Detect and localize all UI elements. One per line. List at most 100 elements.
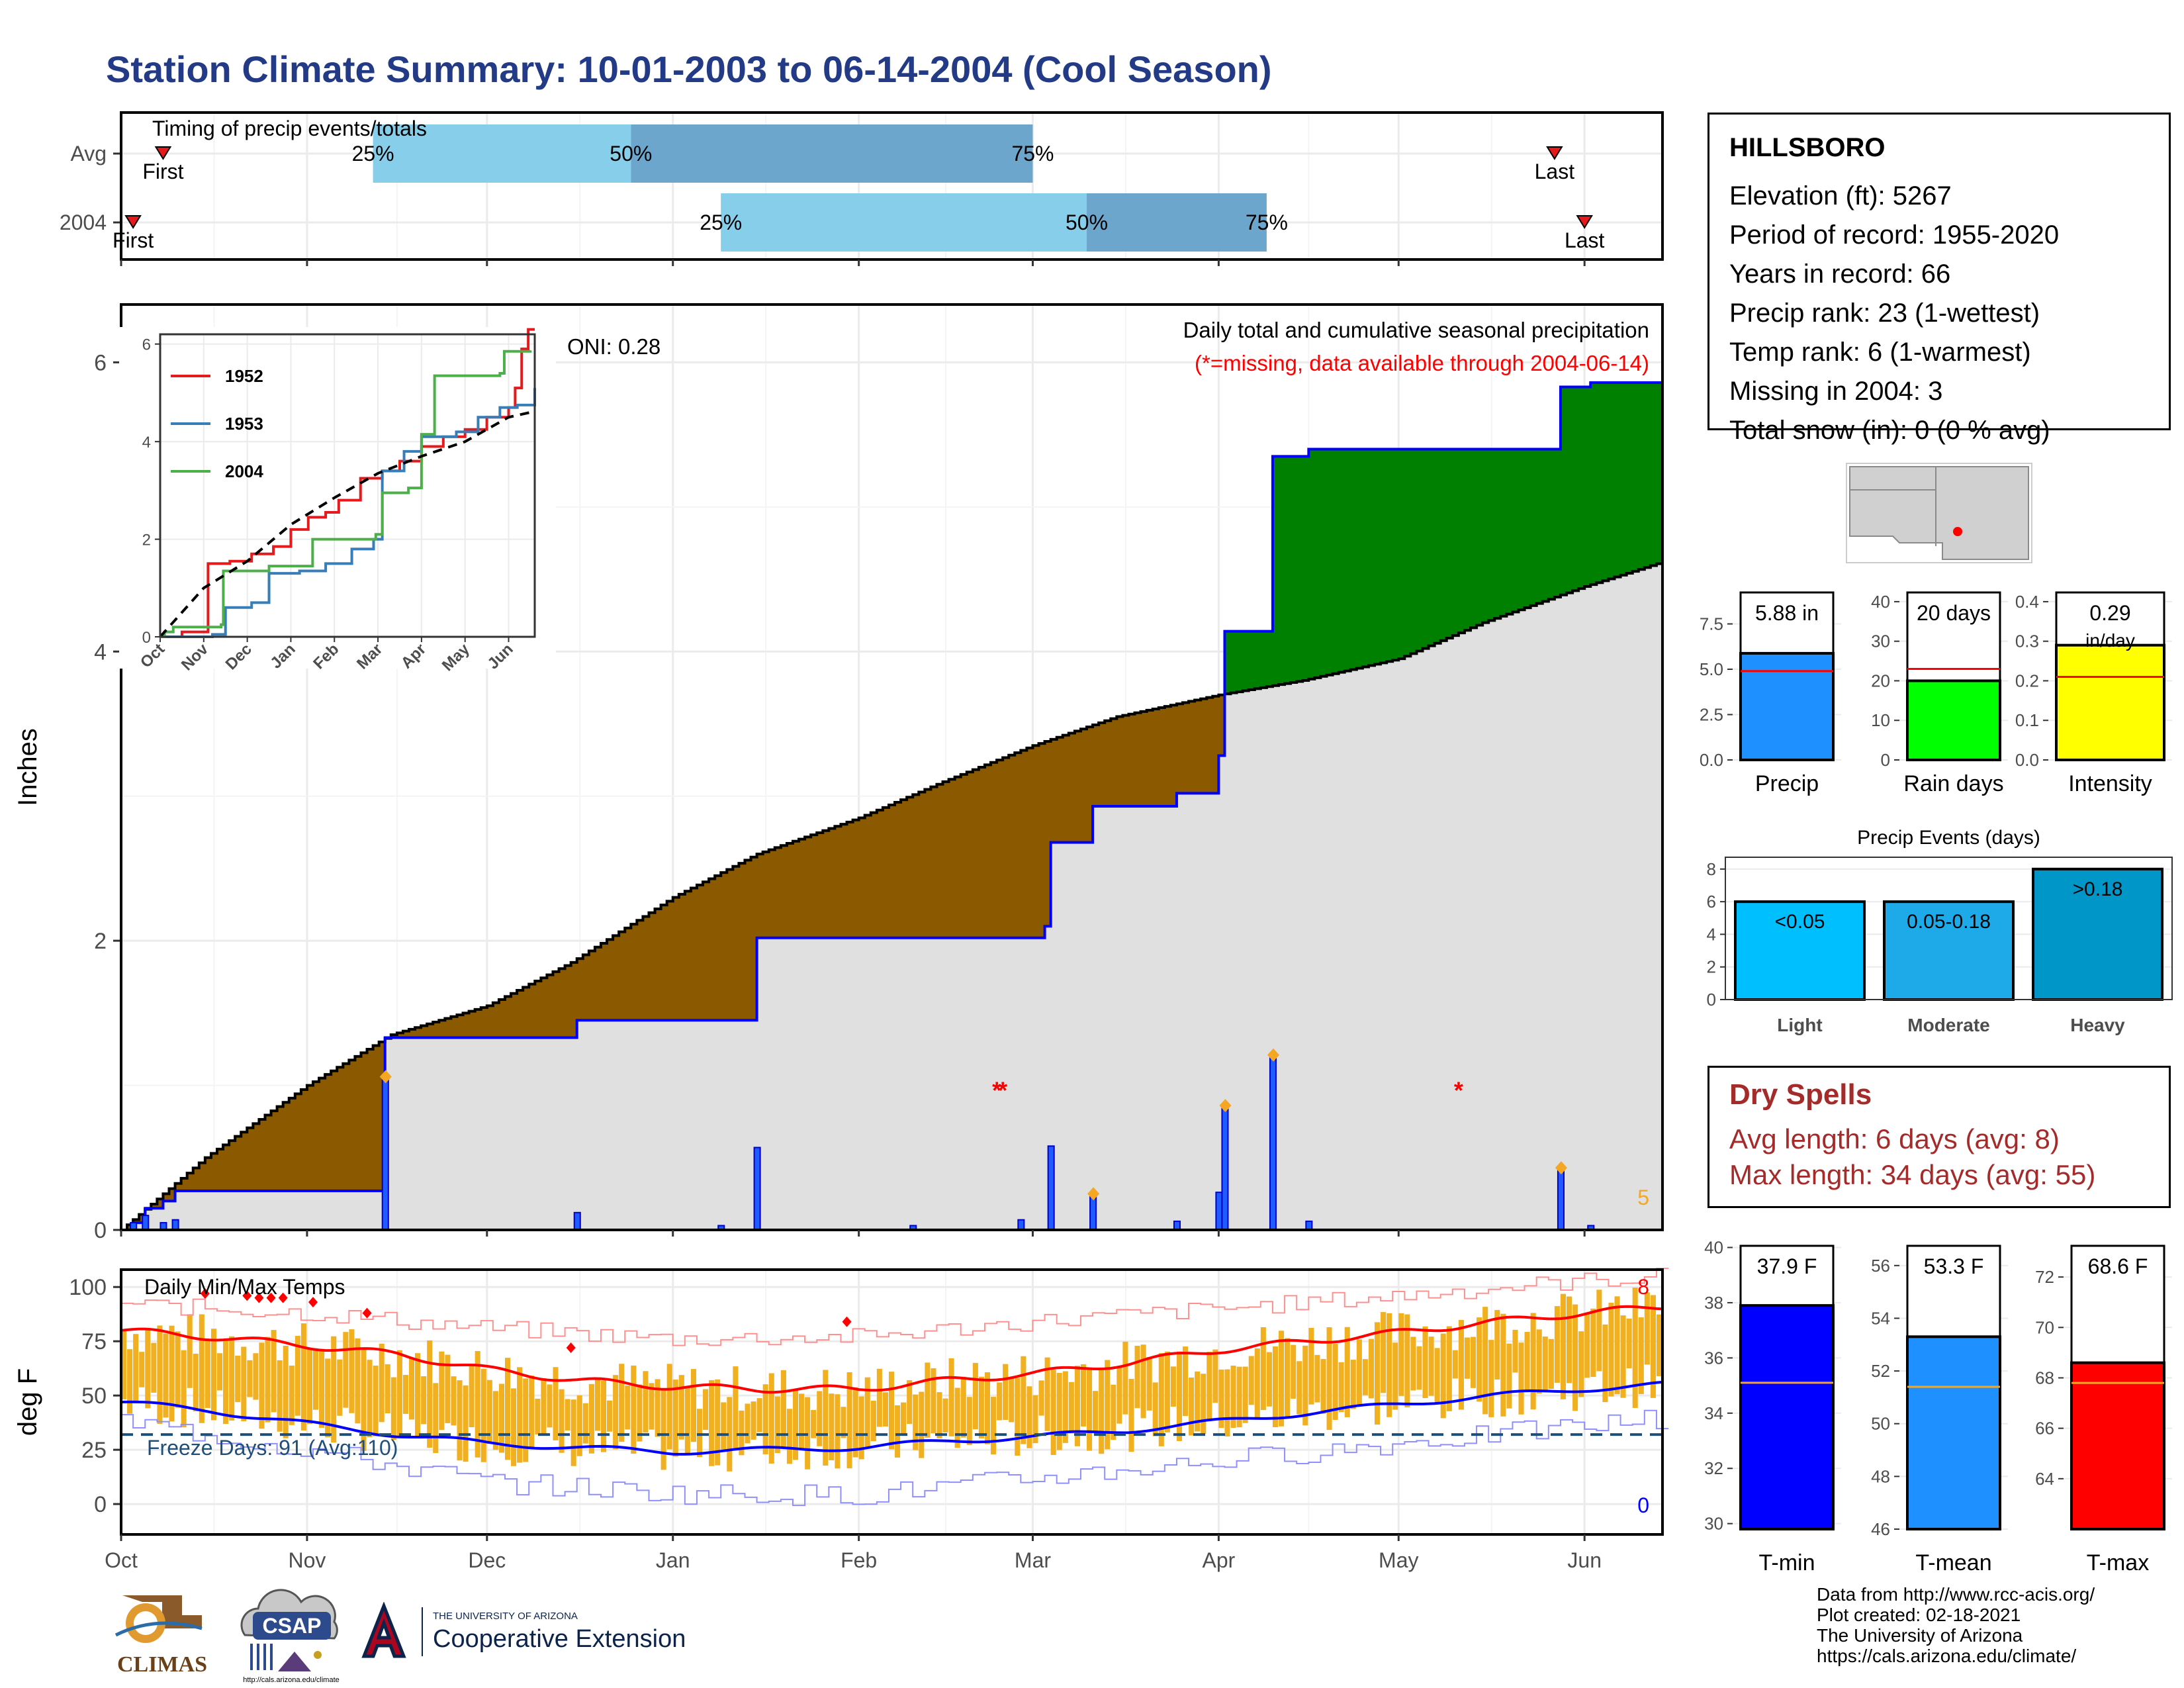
daily-temp-bar — [1440, 1333, 1446, 1419]
climas-wordmark: CLIMAS — [117, 1652, 207, 1677]
above-average-fill — [145, 382, 1662, 1209]
missing-data-marker: * — [998, 1077, 1007, 1104]
daily-temp-bar — [1626, 1318, 1632, 1369]
timing-p50-label: 50% — [1066, 211, 1108, 234]
daily-temp-bar — [1320, 1359, 1326, 1414]
daily-temp-bar — [841, 1407, 846, 1438]
daily-temp-bar — [337, 1359, 343, 1416]
climas-logo: CLIMAS — [114, 1595, 207, 1677]
precip-total-value-bar — [1739, 651, 1835, 761]
daily-precip-bar — [753, 1147, 761, 1231]
daily-temp-bar — [349, 1329, 355, 1413]
y-tick-label: 68 — [2035, 1368, 2054, 1387]
y-tick-label: 54 — [1871, 1308, 1890, 1328]
daily-temp-bar — [199, 1314, 205, 1423]
daily-temp-bar — [1494, 1309, 1500, 1380]
daily-temp-bar — [666, 1364, 672, 1450]
timing-last-label: Last — [1565, 228, 1605, 252]
daily-temp-bar — [649, 1383, 655, 1430]
daily-temp-bar — [1434, 1348, 1440, 1403]
precip-events-category: Light — [1777, 1015, 1822, 1035]
daily-temp-bar — [265, 1336, 271, 1423]
station-location-marker — [1953, 527, 1962, 536]
temp-tmin-value-bar — [1739, 1304, 1835, 1530]
credit-line: Data from http://www.rcc-acis.org/ — [1817, 1584, 2095, 1605]
daily-temp-bar — [1458, 1319, 1464, 1410]
daily-temp-bar — [805, 1397, 811, 1470]
station-info-line: Precip rank: 23 (1-wettest) — [1729, 299, 2040, 328]
y-tick-label: 56 — [1871, 1256, 1890, 1276]
daily-temp-bar — [235, 1355, 241, 1403]
daily-temp-bar — [756, 1398, 762, 1432]
credit-line: Plot created: 02-18-2021 — [1817, 1605, 2021, 1625]
daily-temp-bar — [1212, 1349, 1218, 1403]
daily-temp-bar — [1542, 1336, 1548, 1393]
daily-temp-bar — [1279, 1331, 1285, 1427]
daily-temp-bar — [133, 1334, 139, 1403]
record-precip-marker — [1267, 1048, 1279, 1062]
daily-temp-bar — [127, 1349, 133, 1414]
daily-temp-bar — [451, 1376, 457, 1426]
season-cumulative-line — [121, 381, 1662, 1231]
daily-temp-bar — [936, 1392, 942, 1438]
daily-temp-bar — [529, 1376, 535, 1449]
daily-temp-bar — [1164, 1351, 1170, 1432]
precip-panel-border — [120, 303, 1664, 1231]
daily-temp-bar — [1224, 1369, 1230, 1436]
daily-temp-bar — [1308, 1327, 1314, 1405]
record-high-marker — [266, 1292, 276, 1303]
daily-temp-bar — [486, 1380, 492, 1444]
daily-temp-bar — [1602, 1324, 1608, 1403]
timing-first-marker — [124, 215, 142, 229]
daily-temp-bar — [1093, 1391, 1099, 1434]
daily-temp-bar — [966, 1397, 972, 1445]
y-tick-label: 5.0 — [1700, 659, 1723, 679]
daily-temp-bar — [1291, 1344, 1297, 1399]
x-tick-label: Dec — [468, 1548, 506, 1572]
y-tick-label: 0 — [1881, 750, 1890, 770]
daily-temp-bar — [858, 1396, 864, 1460]
daily-temp-bar — [1548, 1338, 1554, 1389]
timing-row-label: 2004 — [60, 211, 107, 234]
daily-temp-bar — [229, 1336, 235, 1421]
daily-temp-bar — [1410, 1336, 1416, 1391]
ua-cooperative-extension: Cooperative Extension — [433, 1625, 686, 1653]
timing-first-marker — [154, 146, 172, 160]
timing-bar-50-75 — [1087, 193, 1267, 252]
daily-temp-bar — [216, 1353, 223, 1391]
daily-temp-bar — [415, 1353, 421, 1438]
record-high-marker — [362, 1307, 372, 1319]
y-tick-label: 72 — [2035, 1267, 2054, 1287]
y-tick-label: 38 — [1704, 1293, 1723, 1313]
daily-temp-bar — [703, 1389, 709, 1430]
daily-precip-bar — [142, 1215, 150, 1231]
timing-p75-label: 75% — [1011, 142, 1054, 165]
daily-temp-bar — [1477, 1317, 1482, 1402]
daily-temp-bar — [1512, 1329, 1518, 1373]
daily-temp-bar — [1111, 1384, 1116, 1440]
daily-temp-bar — [721, 1402, 727, 1450]
timing-bar-50-75 — [631, 124, 1033, 183]
daily-temp-bar — [373, 1365, 379, 1436]
x-tick-label: Feb — [841, 1548, 877, 1572]
timing-bar-25-50 — [721, 193, 1087, 252]
daily-temp-bar — [1381, 1312, 1387, 1393]
daily-temp-bar — [570, 1399, 576, 1466]
dry-spells-avg: Avg length: 6 days (avg: 8) — [1729, 1123, 2060, 1154]
record-low-line — [121, 1409, 1669, 1507]
daily-temp-bar — [733, 1366, 739, 1450]
daily-temp-bar — [421, 1376, 427, 1425]
daily-temp-bar — [1158, 1353, 1164, 1446]
station-info-line: Missing in 2004: 3 — [1729, 377, 1943, 406]
daily-temp-bar — [931, 1368, 936, 1434]
daily-temp-bar — [1009, 1378, 1015, 1423]
daily-temp-bar — [925, 1362, 931, 1438]
daily-temp-bar — [492, 1391, 498, 1450]
record-high-count: 8 — [1637, 1275, 1649, 1299]
daily-temp-bar — [1050, 1370, 1056, 1455]
y-tick-label: 20 — [1871, 671, 1890, 690]
daily-temp-bar — [169, 1325, 175, 1422]
y-tick-label: 0.4 — [2015, 592, 2039, 612]
daily-temp-bar — [1044, 1357, 1050, 1431]
daily-temp-bar — [1518, 1342, 1524, 1415]
